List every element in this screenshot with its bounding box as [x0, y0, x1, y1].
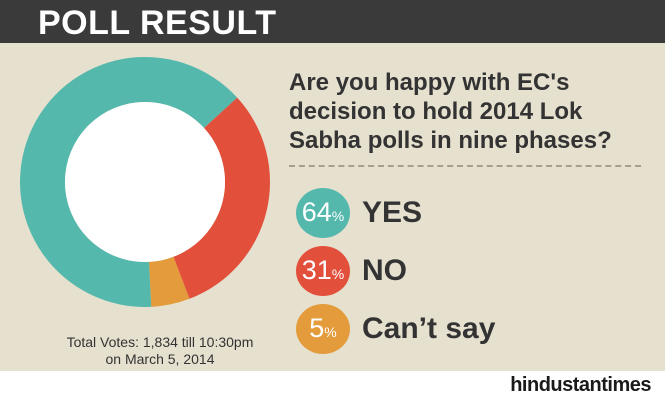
total-votes-note: Total Votes: 1,834 till 10:30pm on March… [40, 334, 280, 368]
donut-slice-can-t-say [148, 256, 190, 307]
header-bar: POLL RESULT [0, 0, 665, 43]
percent-sign: % [331, 208, 345, 224]
footer [0, 371, 665, 402]
percent-yes: 64 [301, 197, 332, 227]
badge-cant-say: 5% [296, 304, 350, 354]
donut-hole [65, 102, 225, 262]
badge-no: 31% [296, 246, 350, 296]
donut-chart [20, 57, 271, 307]
poll-question: Are you happy with EC's decision to hold… [289, 69, 612, 154]
legend-item-no: 31% NO [296, 246, 636, 296]
legend-item-cant-say: 5% Can’t say [296, 304, 636, 354]
legend-item-yes: 64% YES [296, 188, 636, 238]
total-votes-line1: Total Votes: 1,834 till 10:30pm [66, 334, 254, 350]
percent-cant-say: 5 [309, 313, 325, 343]
brand-logo: hindustantimes [510, 374, 651, 396]
divider [289, 165, 641, 167]
label-cant-say: Can’t say [362, 312, 496, 345]
total-votes-line2: on March 5, 2014 [105, 351, 215, 367]
badge-yes: 64% [296, 188, 350, 238]
donut-slice-no [173, 97, 271, 299]
donut-slice-yes [20, 57, 238, 307]
label-yes: YES [362, 196, 423, 229]
page-title: POLL RESULT [38, 4, 277, 42]
percent-sign: % [324, 324, 337, 340]
percent-sign: % [331, 266, 345, 282]
percent-no: 31 [301, 255, 332, 285]
label-no: NO [362, 254, 407, 287]
